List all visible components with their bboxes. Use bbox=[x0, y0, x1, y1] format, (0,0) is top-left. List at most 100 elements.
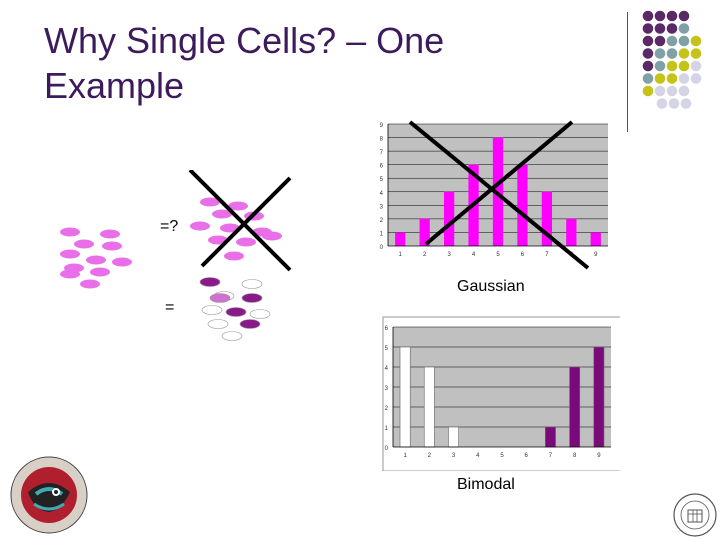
equals-label: = bbox=[165, 299, 175, 316]
y-tick-label: 2 bbox=[385, 406, 389, 412]
cell bbox=[200, 197, 220, 207]
x-tick-label: 6 bbox=[521, 252, 525, 258]
x-tick-label: 8 bbox=[573, 453, 577, 459]
slide-title: Why Single Cells? – One Example bbox=[44, 18, 564, 108]
decorative-dot bbox=[642, 48, 654, 59]
decorative-dot bbox=[642, 73, 654, 84]
cross-out-line bbox=[200, 176, 292, 268]
decorative-dot bbox=[666, 85, 678, 97]
y-tick-label: 5 bbox=[385, 346, 389, 352]
decorative-dot bbox=[656, 98, 668, 109]
cell bbox=[212, 209, 232, 219]
cell bbox=[74, 239, 94, 249]
y-tick-label: 0 bbox=[380, 245, 384, 251]
x-tick-label: 9 bbox=[594, 252, 598, 258]
cell bbox=[60, 227, 80, 237]
decorative-dot bbox=[690, 48, 702, 59]
decorative-dot-grid bbox=[642, 10, 702, 109]
gaussian-chart: 0123456789123456789 bbox=[380, 120, 608, 270]
cell bbox=[80, 279, 100, 289]
bar bbox=[443, 191, 455, 246]
y-tick-label: 7 bbox=[380, 150, 384, 156]
bar bbox=[566, 218, 577, 246]
decorative-dot bbox=[680, 98, 692, 109]
bar bbox=[395, 232, 406, 246]
y-tick-label: 1 bbox=[385, 426, 389, 432]
cell bbox=[221, 331, 243, 341]
cell bbox=[225, 307, 247, 317]
decorative-dot bbox=[666, 48, 678, 59]
bar bbox=[419, 218, 430, 246]
y-tick-label: 6 bbox=[380, 164, 384, 170]
y-tick-label: 2 bbox=[380, 218, 384, 224]
bar bbox=[448, 426, 459, 448]
decorative-dot bbox=[678, 60, 690, 72]
x-tick-label: 5 bbox=[500, 453, 504, 459]
bimodal-label: Bimodal bbox=[457, 476, 515, 493]
y-tick-label: 0 bbox=[385, 446, 389, 452]
bar bbox=[545, 426, 556, 448]
cell bbox=[249, 309, 271, 319]
y-tick-label: 3 bbox=[380, 204, 384, 210]
cell bbox=[236, 237, 256, 247]
decorative-dot bbox=[678, 73, 690, 84]
y-tick-label: 4 bbox=[385, 366, 389, 372]
decorative-dot bbox=[654, 85, 666, 97]
x-tick-label: 3 bbox=[447, 252, 451, 258]
cell bbox=[102, 241, 122, 251]
equals-question-label: =? bbox=[160, 218, 179, 235]
title-line-1: Why Single Cells? – One bbox=[44, 20, 445, 61]
y-tick-label: 4 bbox=[380, 191, 384, 197]
x-tick-label: 7 bbox=[545, 252, 549, 258]
decorative-dot bbox=[666, 35, 678, 47]
decorative-dot bbox=[666, 73, 678, 84]
cell bbox=[241, 279, 263, 289]
cross-out-line bbox=[408, 120, 590, 270]
cell bbox=[262, 231, 282, 241]
x-tick-label: 5 bbox=[496, 252, 500, 258]
decorative-dot bbox=[642, 35, 654, 47]
cross-out-line bbox=[424, 120, 574, 246]
y-tick-label: 5 bbox=[380, 177, 384, 183]
bar bbox=[593, 346, 605, 448]
cell bbox=[209, 293, 231, 303]
decorative-divider bbox=[627, 12, 628, 132]
nih-seal bbox=[673, 493, 717, 537]
bar bbox=[399, 346, 411, 448]
x-tick-label: 4 bbox=[472, 252, 476, 258]
bar bbox=[517, 164, 528, 246]
x-tick-label: 7 bbox=[549, 453, 553, 459]
x-tick-label: 4 bbox=[476, 453, 480, 459]
y-tick-label: 1 bbox=[380, 231, 384, 237]
decorative-dot bbox=[642, 23, 654, 34]
cell bbox=[112, 257, 132, 267]
cross-out-line bbox=[188, 170, 292, 272]
decorative-dot bbox=[642, 10, 654, 22]
cell bbox=[241, 293, 263, 303]
decorative-dot bbox=[678, 48, 690, 59]
decorative-dot bbox=[678, 85, 690, 97]
decorative-dot bbox=[666, 23, 678, 34]
cells-illustration bbox=[60, 170, 292, 341]
bimodal-chart: 0 1 2 3 4 5 6 1 2 3 4 5 6 7 8 9 bbox=[382, 316, 620, 471]
decorative-dot bbox=[666, 60, 678, 72]
decorative-dot bbox=[690, 60, 702, 72]
decorative-dot bbox=[668, 98, 680, 109]
cell bbox=[90, 267, 110, 277]
x-tick-label: 1 bbox=[403, 453, 407, 459]
cell bbox=[201, 305, 223, 315]
y-tick-label: 3 bbox=[385, 386, 389, 392]
institute-logo bbox=[10, 456, 88, 534]
bar bbox=[590, 232, 601, 246]
cell bbox=[228, 201, 248, 211]
bar bbox=[569, 366, 581, 448]
decorative-dot bbox=[654, 10, 666, 22]
decorative-dot bbox=[654, 23, 666, 34]
decorative-dot bbox=[654, 35, 666, 47]
decorative-dot bbox=[678, 23, 690, 34]
decorative-dot bbox=[642, 85, 654, 97]
decorative-dot bbox=[654, 48, 666, 59]
cell bbox=[100, 229, 120, 239]
cell bbox=[60, 269, 80, 279]
x-tick-label: 9 bbox=[597, 453, 601, 459]
